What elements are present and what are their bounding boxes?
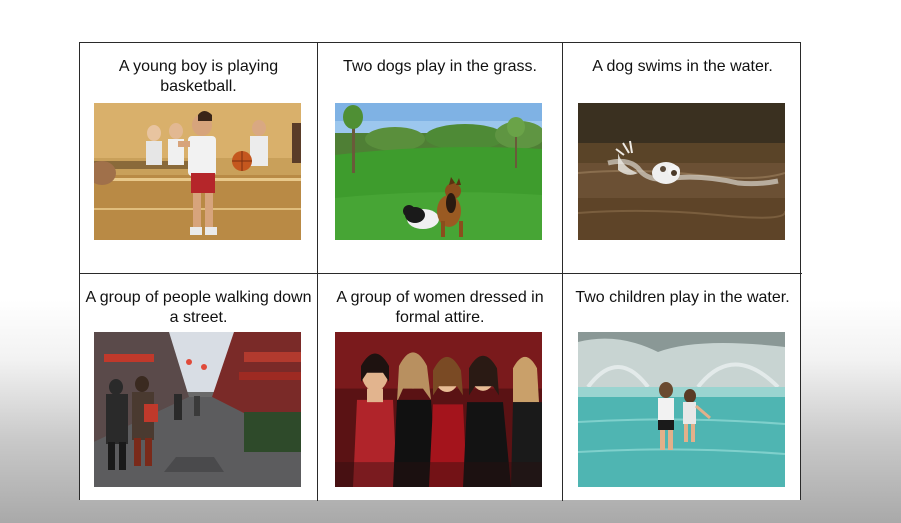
card-dog-swimming: A dog swims in the water. [563, 43, 802, 274]
card-children-fountain: Two children play in the water. [563, 274, 802, 501]
dogs-grass-photo [335, 103, 542, 240]
boy-basketball-photo [94, 103, 301, 240]
card-caption: Two dogs play in the grass. [343, 58, 537, 75]
street-crowd-photo [94, 332, 301, 487]
card-caption: A dog swims in the water. [592, 58, 773, 75]
card-caption: A group of women dressed in formal attir… [336, 289, 544, 326]
women-formal-photo [335, 332, 542, 487]
dog-swimming-photo [578, 103, 785, 240]
children-fountain-photo [578, 332, 785, 487]
card-caption: A young boy is playing basketball. [118, 58, 279, 95]
card-street-crowd: A group of people walking down a street. [80, 274, 318, 501]
card-women-formal: A group of women dressed in formal attir… [318, 274, 563, 501]
card-caption: A group of people walking down a street. [85, 289, 312, 326]
card-dogs-grass: Two dogs play in the grass. [318, 43, 563, 274]
card-boy-basketball: A young boy is playing basketball. [80, 43, 318, 274]
caption-grid: A young boy is playing basketball. [79, 42, 802, 501]
card-caption: Two children play in the water. [575, 289, 790, 306]
